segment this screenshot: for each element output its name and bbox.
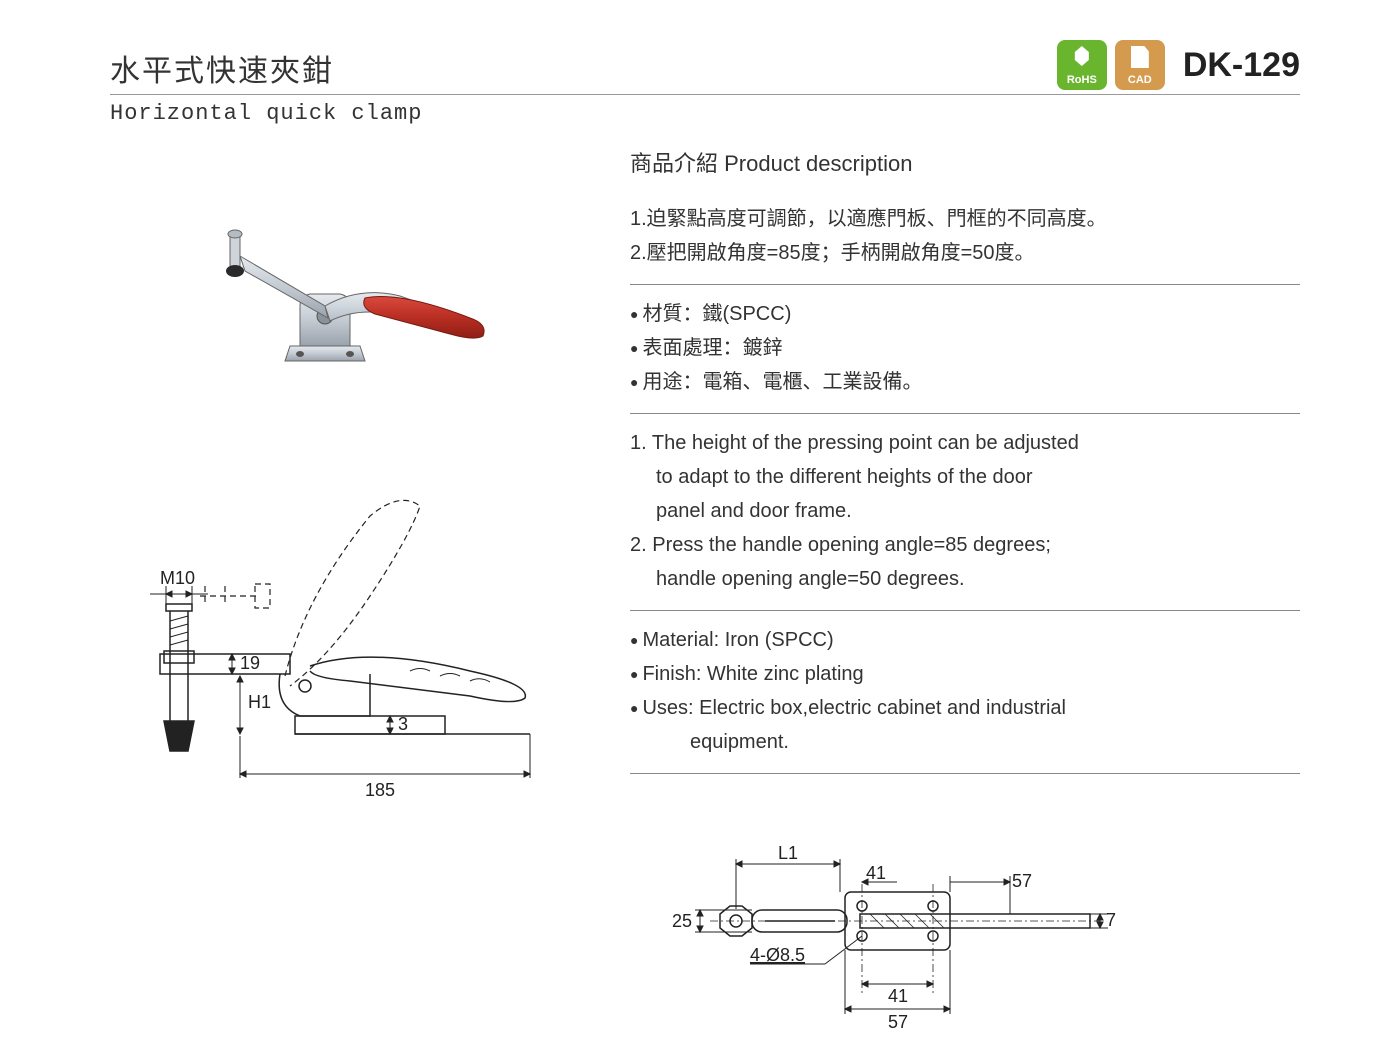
cn-bullet-3: 用途：電箱、電櫃、工業設備。: [630, 365, 1300, 399]
dim-label-41t: 41: [866, 863, 886, 883]
product-code: DK-129: [1183, 46, 1300, 85]
left-column: M10 19 H1 3 185: [110, 146, 590, 1024]
right-column: 商品介紹 Product description 1.迫緊點高度可調節，以適應門…: [630, 146, 1300, 1024]
dim-label-25: 25: [672, 911, 692, 931]
en-num-1: 1. The height of the pressing point can …: [630, 426, 1300, 460]
en-bullet-3: Uses: Electric box,electric cabinet and …: [630, 691, 1300, 725]
cad-label: CAD: [1128, 74, 1152, 86]
cad-badge-icon: CAD: [1115, 40, 1165, 90]
dim-label-185: 185: [365, 780, 395, 800]
cn-line-1: 1.迫緊點高度可調節，以適應門板、門框的不同高度。: [630, 202, 1300, 236]
dim-label-41b: 41: [888, 986, 908, 1006]
dim-label-hole: 4-Ø8.5: [750, 945, 805, 965]
header: 水平式快速夾鉗 RoHS CAD DK-129: [110, 40, 1300, 95]
clamp-illustration: [200, 186, 500, 386]
dimension-drawing-top: L1 25 41 57 7 4-Ø8.5 41 57: [630, 824, 1110, 1024]
desc-cn-bullets: 材質：鐵(SPCC) 表面處理：鍍鋅 用途：電箱、電櫃、工業設備。: [630, 284, 1300, 413]
dim-label-7: 7: [1106, 910, 1116, 930]
page-title-en: Horizontal quick clamp: [110, 101, 1300, 126]
main-content: M10 19 H1 3 185 商品介紹 Product description…: [110, 146, 1300, 1024]
top-view-svg: L1 25 41 57 7 4-Ø8.5 41 57: [630, 824, 1130, 1044]
en-num-1b: to adapt to the different heights of the…: [630, 460, 1300, 494]
en-bullet-3b: equipment.: [630, 725, 1300, 759]
dim-label-19: 19: [240, 653, 260, 673]
dim-label-3: 3: [398, 714, 408, 734]
rohs-label: RoHS: [1067, 74, 1097, 86]
cn-bullet-1: 材質：鐵(SPCC): [630, 297, 1300, 331]
en-bullet-1: Material: Iron (SPCC): [630, 623, 1300, 657]
en-num-2: 2. Press the handle opening angle=85 deg…: [630, 528, 1300, 562]
dimension-drawing-side: M10 19 H1 3 185: [110, 476, 550, 796]
dim-label-57b: 57: [888, 1012, 908, 1032]
desc-en-bullets: Material: Iron (SPCC) Finish: White zinc…: [630, 610, 1300, 774]
page-title-cn: 水平式快速夾鉗: [110, 46, 334, 90]
product-photo: [200, 186, 500, 416]
cn-bullet-2: 表面處理：鍍鋅: [630, 331, 1300, 365]
desc-en-numbered: 1. The height of the pressing point can …: [630, 413, 1300, 610]
rohs-badge-icon: RoHS: [1057, 40, 1107, 90]
header-right: RoHS CAD DK-129: [1057, 40, 1300, 90]
cn-line-2: 2.壓把開啟角度=85度；手柄開啟角度=50度。: [630, 236, 1300, 270]
dim-label-l1: L1: [778, 843, 798, 863]
en-num-1c: panel and door frame.: [630, 494, 1300, 528]
dim-label-h1: H1: [248, 692, 271, 712]
en-num-2b: handle opening angle=50 degrees.: [630, 562, 1300, 596]
en-bullet-2: Finish: White zinc plating: [630, 657, 1300, 691]
description-title: 商品介紹 Product description: [630, 146, 1300, 178]
dim-label-m10: M10: [160, 568, 195, 588]
desc-cn-numbered: 1.迫緊點高度可調節，以適應門板、門框的不同高度。 2.壓把開啟角度=85度；手…: [630, 196, 1300, 284]
side-view-svg: M10 19 H1 3 185: [110, 476, 550, 806]
dim-label-57t: 57: [1012, 871, 1032, 891]
